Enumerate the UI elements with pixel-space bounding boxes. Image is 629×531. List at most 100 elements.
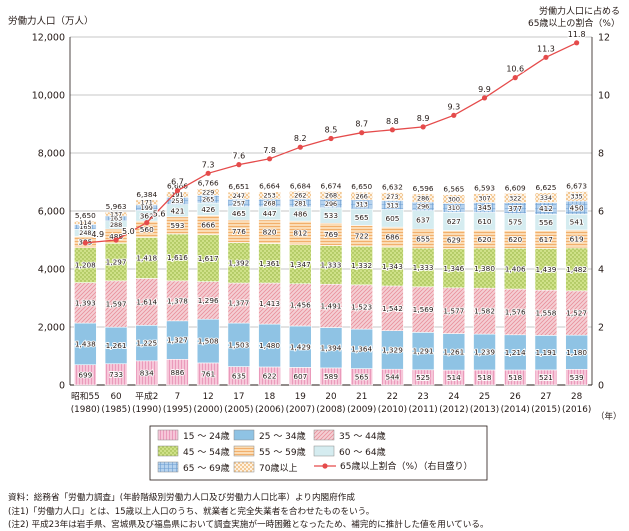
segment-value-label: 1,480 [259, 341, 280, 350]
x-tick-label: 19 [295, 392, 306, 402]
segment-value-label: 288 [110, 221, 122, 229]
right-tick-label: 6 [598, 207, 604, 218]
share-value-label: 5.6 [153, 210, 166, 219]
x-tick-year-label: (2015) [531, 405, 560, 415]
segment-value-label: 514 [447, 373, 461, 382]
left-tick-label: 6,000 [38, 207, 65, 218]
bar-segment [381, 192, 404, 201]
share-value-label: 7.6 [233, 152, 246, 161]
right-tick-label: 8 [598, 149, 604, 160]
segment-value-label: 1,393 [75, 298, 96, 307]
segment-value-label: 1,327 [167, 336, 188, 345]
x-tick-year-label: (2012) [439, 405, 468, 415]
share-value-label: 8.8 [386, 117, 399, 126]
share-value-label: 8.7 [355, 120, 368, 129]
segment-value-label: 1,617 [198, 254, 219, 263]
share-value-label: 8.9 [417, 114, 430, 123]
x-tick-year-label: (2008) [316, 405, 345, 415]
segment-value-label: 488 [109, 232, 123, 241]
segment-value-label: 171 [141, 199, 153, 207]
share-value-label: 9.3 [447, 102, 460, 111]
x-tick-year-label: (2016) [562, 405, 591, 415]
x-tick-year-label: (2009) [347, 405, 376, 415]
segment-value-label: 886 [171, 368, 185, 377]
segment-value-label: 565 [355, 372, 369, 381]
left-tick-label: 2,000 [38, 323, 65, 334]
bar-total-label: 6,632 [382, 183, 403, 192]
legend-label: 65歳以上割合（%）（右目盛り） [340, 460, 473, 472]
segment-value-label: 1,527 [566, 309, 587, 318]
bar-segment [227, 191, 251, 200]
x-tick-label: 21 [356, 392, 367, 402]
segment-value-label: 248 [79, 229, 91, 237]
x-tick-label: 24 [448, 392, 460, 402]
segment-value-label: 1,333 [413, 263, 434, 272]
right-axis-title-line1: 労働力人口に占める [539, 5, 620, 17]
segment-value-label: 1,225 [136, 339, 157, 348]
segment-value-label: 627 [447, 217, 461, 226]
bar-total-label: 5,650 [75, 211, 96, 220]
legend-label: 25 ～ 34歳 [259, 430, 306, 442]
segment-value-label: 307 [478, 194, 490, 202]
segment-value-label: 518 [478, 373, 492, 382]
bar-segment [442, 194, 466, 204]
segment-value-label: 1,347 [290, 260, 311, 269]
x-tick-label: 22 [387, 392, 398, 402]
segment-value-label: 266 [356, 192, 368, 200]
share-value-label: 7.8 [263, 146, 276, 155]
share-value-label: 5.0 [122, 227, 135, 236]
segment-value-label: 1,296 [198, 296, 219, 305]
share-point [481, 95, 488, 101]
bar-value-labels: 6991,4381,3931,2083852481651145,6507331,… [74, 178, 588, 383]
segment-value-label: 165 [79, 223, 91, 231]
bar-total-label: 6,384 [136, 190, 157, 199]
right-tick-label: 12 [598, 33, 610, 44]
segment-value-label: 565 [355, 213, 369, 222]
segment-value-label: 812 [293, 229, 307, 238]
segment-value-label: 286 [417, 194, 429, 202]
segment-value-label: 300 [448, 195, 460, 203]
bar-total-label: 6,596 [413, 184, 434, 193]
segment-value-label: 1,343 [382, 262, 403, 271]
segment-value-label: 733 [109, 370, 123, 379]
bar-total-label: 6,593 [474, 184, 495, 193]
segment-value-label: 699 [78, 370, 92, 379]
segment-value-label: 1,582 [474, 307, 495, 316]
segment-value-label: 655 [416, 234, 430, 243]
share-point [297, 144, 303, 150]
segment-value-label: 265 [202, 196, 214, 204]
left-tick-label: 0 [59, 381, 65, 392]
segment-value-label: 1,394 [321, 343, 342, 352]
x-tick-label: 12 [203, 392, 214, 402]
segment-value-label: 1,508 [198, 337, 219, 346]
bar-segment [473, 193, 496, 203]
x-tick-label: 60 [110, 392, 122, 402]
bar-segment [74, 220, 97, 225]
x-tick-label: 26 [510, 392, 522, 402]
segment-value-label: 1,214 [505, 348, 526, 357]
share-point [144, 220, 150, 226]
bar-segment [350, 191, 374, 201]
segment-value-label: 1,523 [351, 303, 372, 312]
share-point [82, 240, 88, 246]
segment-value-label: 521 [539, 373, 553, 382]
segment-value-label: 769 [324, 230, 338, 239]
x-tick-year-label: (1985) [101, 405, 130, 415]
legend-swatch [233, 461, 255, 473]
x-tick-label: 18 [264, 392, 275, 402]
segment-value-label: 722 [355, 231, 369, 240]
segment-value-label: 1,597 [106, 300, 127, 309]
legend-swatch [313, 445, 335, 457]
share-point [236, 162, 242, 168]
bar-total-label: 5,963 [106, 202, 127, 211]
x-tick-label: 7 [175, 392, 181, 402]
bar-segment [503, 193, 527, 204]
segment-value-label: 253 [171, 197, 183, 205]
segment-value-label: 335 [571, 193, 583, 201]
segment-value-label: 253 [263, 192, 275, 200]
segment-value-label: 1,577 [443, 306, 464, 315]
year-suffix-label: （年） [596, 411, 622, 422]
share-point [389, 127, 396, 133]
